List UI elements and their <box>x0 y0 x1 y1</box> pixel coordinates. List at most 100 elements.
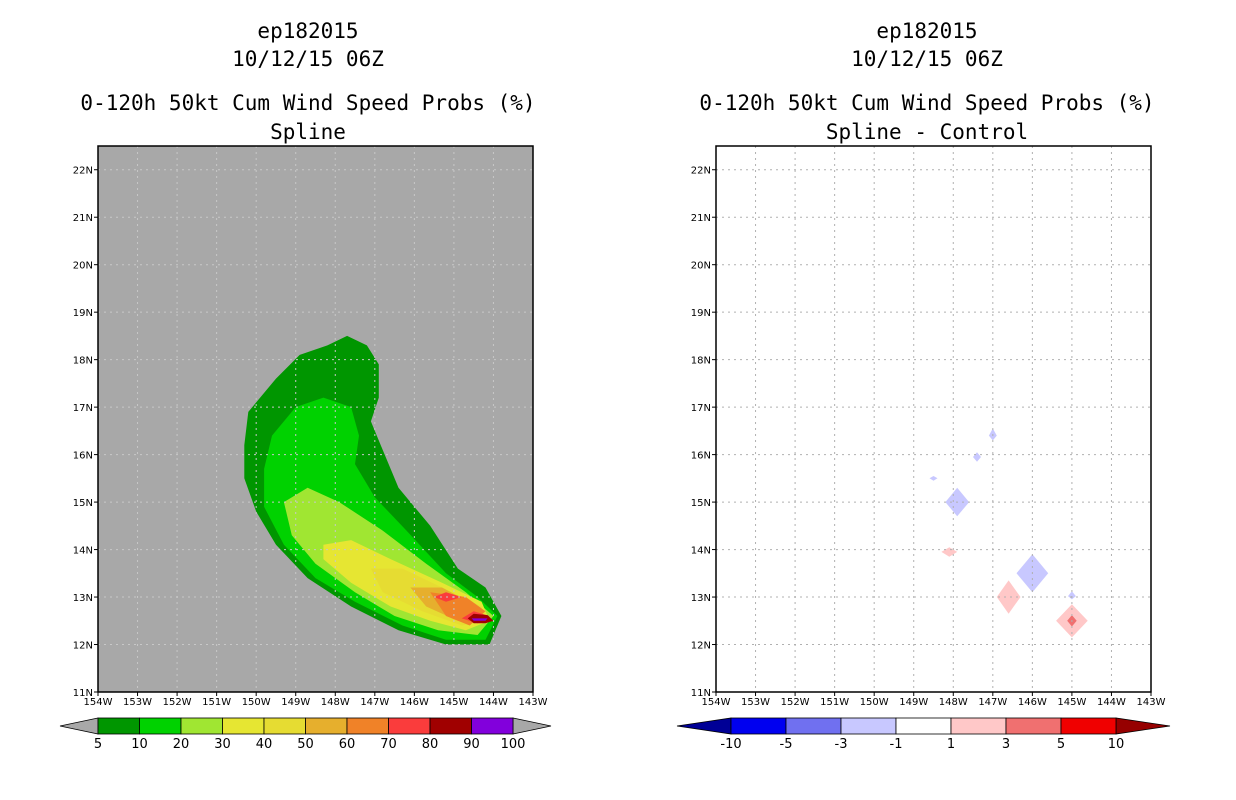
left-y-tick-label-11N: 11N <box>73 688 93 699</box>
right-colorbar: -10 -5 -3 -1 1 3 5 10 <box>676 717 1171 752</box>
left-x-tick-label-154W: 154W <box>84 697 113 708</box>
right-x-tick-label-146W: 146W <box>1018 697 1047 708</box>
right-colorbar-label-10: 10 <box>1108 737 1125 752</box>
left-colorbar-label-80: 80 <box>422 737 439 752</box>
left-subtitle: Spline <box>270 120 346 144</box>
left-y-tick-label-22N: 22N <box>73 166 93 177</box>
left-colorbar-label-40: 40 <box>256 737 273 752</box>
right-x-tick-label-149W: 149W <box>899 697 928 708</box>
right-plot-frame <box>715 145 1152 693</box>
right-x-tick-label-143W: 143W <box>1137 697 1166 708</box>
right-contour--1-1 <box>973 452 981 462</box>
left-colorbar-label-90: 90 <box>463 737 480 752</box>
right-y-tick-label-19N: 19N <box>691 308 711 319</box>
right-titles: ep182015 10/12/15 06Z 0-120h 50kt Cum Wi… <box>699 19 1154 144</box>
right-x-tick-label-151W: 151W <box>820 697 849 708</box>
right-title-time: 10/12/15 06Z <box>851 47 1003 71</box>
right-contour-1-7 <box>996 580 1021 614</box>
left-y-tick-label-15N: 15N <box>73 498 93 509</box>
left-colorbar-label-20: 20 <box>173 737 190 752</box>
right-y-tick-label-13N: 13N <box>691 593 711 604</box>
right-colorbar-label-1: 1 <box>947 737 955 752</box>
right-colorbar-label-5: 5 <box>1057 737 1065 752</box>
left-colorbar-swatch-0 <box>97 717 140 735</box>
left-colorbar-swatch-9 <box>471 717 514 735</box>
right-y-tick-label-11N: 11N <box>691 688 711 699</box>
left-y-tick-label-18N: 18N <box>73 356 93 367</box>
right-colorbar-high-arrow <box>1115 717 1171 735</box>
left-colorbar-swatch-2 <box>180 717 223 735</box>
left-y-tick-label-13N: 13N <box>73 593 93 604</box>
right-plot-area: 154W 153W 152W 151W 150W 149W 148W 147W 146W 145W… <box>691 145 1166 708</box>
left-colorbar-swatch-1 <box>139 717 182 735</box>
right-colorbar-swatch-2 <box>840 717 897 735</box>
right-title-product: 0-120h 50kt Cum Wind Speed Probs (%) <box>699 91 1154 115</box>
right-x-tick-label-152W: 152W <box>781 697 810 708</box>
left-y-tick-label-12N: 12N <box>73 641 93 652</box>
right-y-tick-label-20N: 20N <box>691 261 711 272</box>
left-colorbar-label-10: 10 <box>131 737 148 752</box>
left-colorbar-label-50: 50 <box>297 737 314 752</box>
right-x-tick-label-148W: 148W <box>939 697 968 708</box>
right-colorbar-label--3: -3 <box>835 737 848 752</box>
right-colorbar-swatch-6 <box>1060 717 1117 735</box>
right-x-tick-label-144W: 144W <box>1097 697 1126 708</box>
right-plot-background <box>716 146 1151 692</box>
left-y-tick-label-19N: 19N <box>73 308 93 319</box>
left-colorbar-label-100: 100 <box>501 737 526 752</box>
left-colorbar: 5 10 20 30 40 50 60 70 80 90 100 <box>59 717 552 752</box>
left-colorbar-swatch-7 <box>388 717 431 735</box>
left-colorbar-swatch-5 <box>305 717 348 735</box>
left-x-tick-label-145W: 145W <box>439 697 468 708</box>
right-colorbar-swatch-1 <box>785 717 842 735</box>
right-colorbar-swatch-4 <box>950 717 1007 735</box>
left-colorbar-label-70: 70 <box>380 737 397 752</box>
left-x-tick-label-153W: 153W <box>123 697 152 708</box>
right-y-tick-label-21N: 21N <box>691 213 711 224</box>
right-contour--1-2 <box>929 476 938 481</box>
left-colorbar-high-arrow <box>512 717 552 735</box>
right-colorbar-label-3: 3 <box>1002 737 1010 752</box>
left-title-product: 0-120h 50kt Cum Wind Speed Probs (%) <box>80 91 535 115</box>
left-plot-frame <box>97 145 534 693</box>
right-x-tick-label-154W: 154W <box>702 697 731 708</box>
left-title-time: 10/12/15 06Z <box>232 47 384 71</box>
left-x-tick-label-144W: 144W <box>479 697 508 708</box>
left-x-tick-label-148W: 148W <box>321 697 350 708</box>
right-x-tick-label-150W: 150W <box>860 697 889 708</box>
right-y-tick-label-22N: 22N <box>691 166 711 177</box>
right-y-tick-label-12N: 12N <box>691 641 711 652</box>
left-colorbar-low-arrow <box>59 717 99 735</box>
left-colorbar-swatch-4 <box>263 717 306 735</box>
left-x-tick-label-151W: 151W <box>202 697 231 708</box>
left-y-tick-label-17N: 17N <box>73 403 93 414</box>
left-titles: ep182015 10/12/15 06Z 0-120h 50kt Cum Wi… <box>80 19 535 144</box>
left-colorbar-swatch-6 <box>346 717 389 735</box>
right-subtitle: Spline - Control <box>826 120 1028 144</box>
right-y-tick-label-16N: 16N <box>691 451 711 462</box>
right-x-tick-label-145W: 145W <box>1057 697 1086 708</box>
right-y-tick-label-18N: 18N <box>691 356 711 367</box>
right-y-tick-label-14N: 14N <box>691 546 711 557</box>
left-y-tick-label-20N: 20N <box>73 261 93 272</box>
left-y-tick-label-21N: 21N <box>73 213 93 224</box>
left-x-tick-label-150W: 150W <box>242 697 271 708</box>
right-x-tick-label-147W: 147W <box>978 697 1007 708</box>
left-colorbar-label-30: 30 <box>214 737 231 752</box>
right-colorbar-label--5: -5 <box>780 737 793 752</box>
left-y-tick-label-14N: 14N <box>73 546 93 557</box>
left-x-tick-label-152W: 152W <box>163 697 192 708</box>
right-colorbar-low-arrow <box>676 717 732 735</box>
left-plot-area: 154W 153W 152W 151W 150W 149W 148W 147W 146W 145W… <box>73 145 548 708</box>
right-title-storm: ep182015 <box>876 19 977 43</box>
right-y-tick-label-15N: 15N <box>691 498 711 509</box>
left-x-tick-label-143W: 143W <box>519 697 548 708</box>
left-x-tick-label-149W: 149W <box>281 697 310 708</box>
left-x-tick-label-147W: 147W <box>360 697 389 708</box>
right-x-tick-label-153W: 153W <box>741 697 770 708</box>
right-colorbar-swatch-0 <box>730 717 787 735</box>
left-colorbar-swatch-3 <box>222 717 265 735</box>
right-y-tick-label-17N: 17N <box>691 403 711 414</box>
right-contour--1-5 <box>1068 591 1076 600</box>
